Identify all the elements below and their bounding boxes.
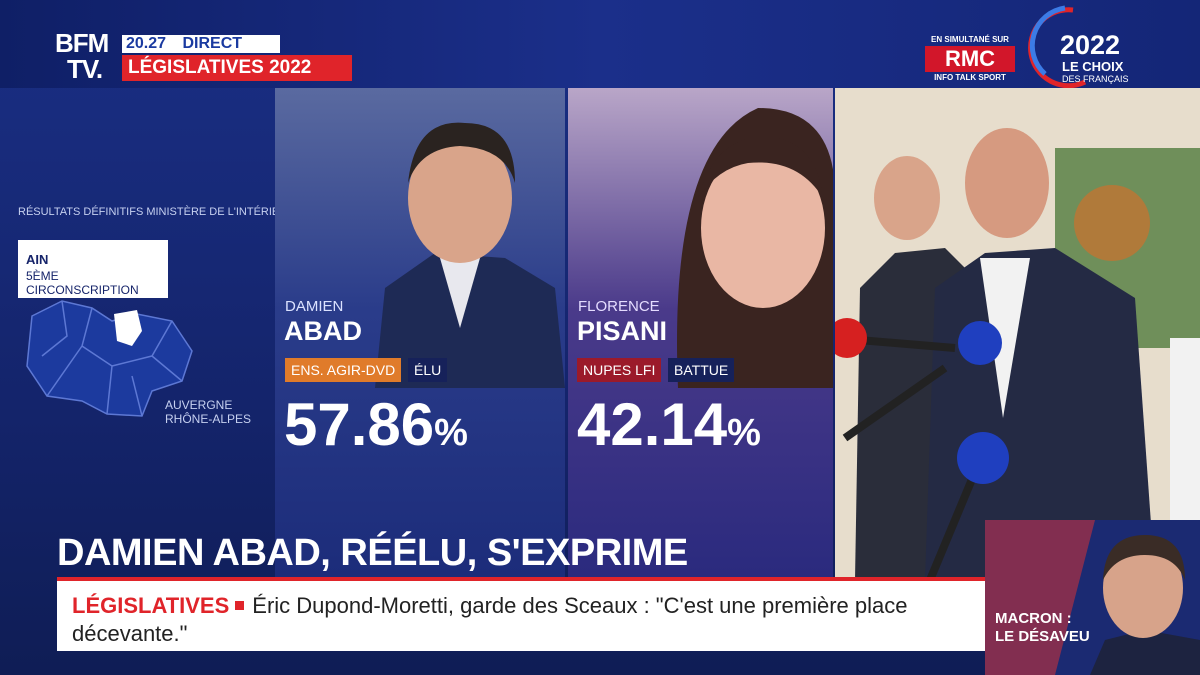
candidate-panel	[568, 88, 833, 580]
radio: RMC	[925, 46, 1015, 72]
region-line: AUVERGNE	[165, 398, 233, 412]
face	[1103, 538, 1183, 638]
video	[835, 88, 1200, 580]
map	[26, 300, 193, 417]
party: ENS. AGIR-DVD	[285, 358, 402, 382]
suit	[375, 253, 565, 388]
bullet	[235, 601, 245, 610]
region-name: AUVERGNE RHÔNE-ALPES	[165, 398, 251, 426]
inset-line: LE DÉSAVEU	[995, 628, 1090, 645]
inset-line: MACRON :	[995, 610, 1072, 627]
live-box: 20.27 DIRECT	[122, 35, 280, 53]
inset	[985, 520, 1200, 675]
person	[1170, 338, 1200, 538]
event-line: DES FRANÇAIS	[1062, 74, 1129, 84]
fringe	[698, 136, 823, 198]
suit	[1090, 630, 1200, 675]
score: 42.14%	[577, 390, 761, 459]
time: 20.27	[126, 35, 167, 52]
flag	[985, 520, 1095, 675]
shirt	[980, 258, 1030, 418]
ticker-label: LÉGISLATIVES	[72, 593, 230, 618]
ticker-text-block: LÉGISLATIVES Éric Dupond-Moretti, garde d…	[72, 592, 972, 648]
department: AIN	[26, 252, 49, 267]
divider	[57, 577, 985, 581]
radio-tagline: INFO TALK SPORT	[934, 73, 1006, 82]
event-line: LE CHOIX	[1062, 59, 1124, 74]
face	[701, 148, 825, 308]
photo	[677, 108, 833, 388]
candidate-panel	[275, 88, 565, 580]
hair	[1103, 535, 1185, 580]
region-line: RHÔNE-ALPES	[165, 412, 252, 426]
constituency: 5ÈME CIRCONSCRIPTION	[26, 269, 139, 297]
score-value: 42.14	[577, 391, 728, 458]
photo	[375, 122, 565, 388]
face	[874, 156, 940, 240]
border	[41, 300, 183, 417]
face	[408, 133, 512, 263]
score-value: 57.86	[284, 391, 435, 458]
score-unit: %	[727, 412, 761, 454]
hair	[408, 122, 515, 183]
shirt	[440, 258, 480, 328]
ring	[1029, 5, 1066, 76]
status: BATTUE	[668, 358, 735, 382]
simulcast-note: EN SIMULTANÉ SUR	[931, 35, 1009, 44]
first-name: FLORENCE	[578, 298, 660, 315]
ticker	[57, 581, 985, 651]
decor	[1074, 185, 1150, 261]
logo-line: TV.	[67, 54, 103, 84]
ticker-text: Éric Dupond-Moretti, garde des Sceaux : …	[72, 593, 908, 646]
score: 57.86%	[284, 390, 468, 459]
last-name: ABAD	[284, 316, 362, 346]
mic	[835, 318, 867, 358]
first-name: DAMIEN	[285, 298, 344, 315]
inset-title: MACRON : LE DÉSAVEU	[995, 610, 1090, 646]
mic	[957, 432, 1009, 484]
live: DIRECT	[182, 35, 243, 52]
constituency-box: AIN 5ÈME CIRCONSCRIPTION	[18, 240, 168, 298]
event-ring	[1028, 5, 1087, 88]
party: NUPES LFI	[577, 358, 662, 382]
score-unit: %	[434, 412, 468, 454]
last-name: PISANI	[577, 316, 668, 346]
mic	[958, 321, 1002, 365]
department-shape	[114, 310, 142, 346]
face	[965, 128, 1049, 238]
logo: BFM TV.	[55, 28, 109, 84]
status: ÉLU	[408, 358, 448, 382]
event-year: 2022	[1060, 30, 1121, 60]
logo-line: BFM	[55, 28, 109, 58]
headline: DAMIEN ABAD, RÉÉLU, S'EXPRIME	[57, 532, 688, 574]
program: LÉGISLATIVES 2022	[122, 55, 352, 81]
source: RÉSULTATS DÉFINITIFS MINISTÈRE DE L'INTÉ…	[18, 206, 296, 218]
